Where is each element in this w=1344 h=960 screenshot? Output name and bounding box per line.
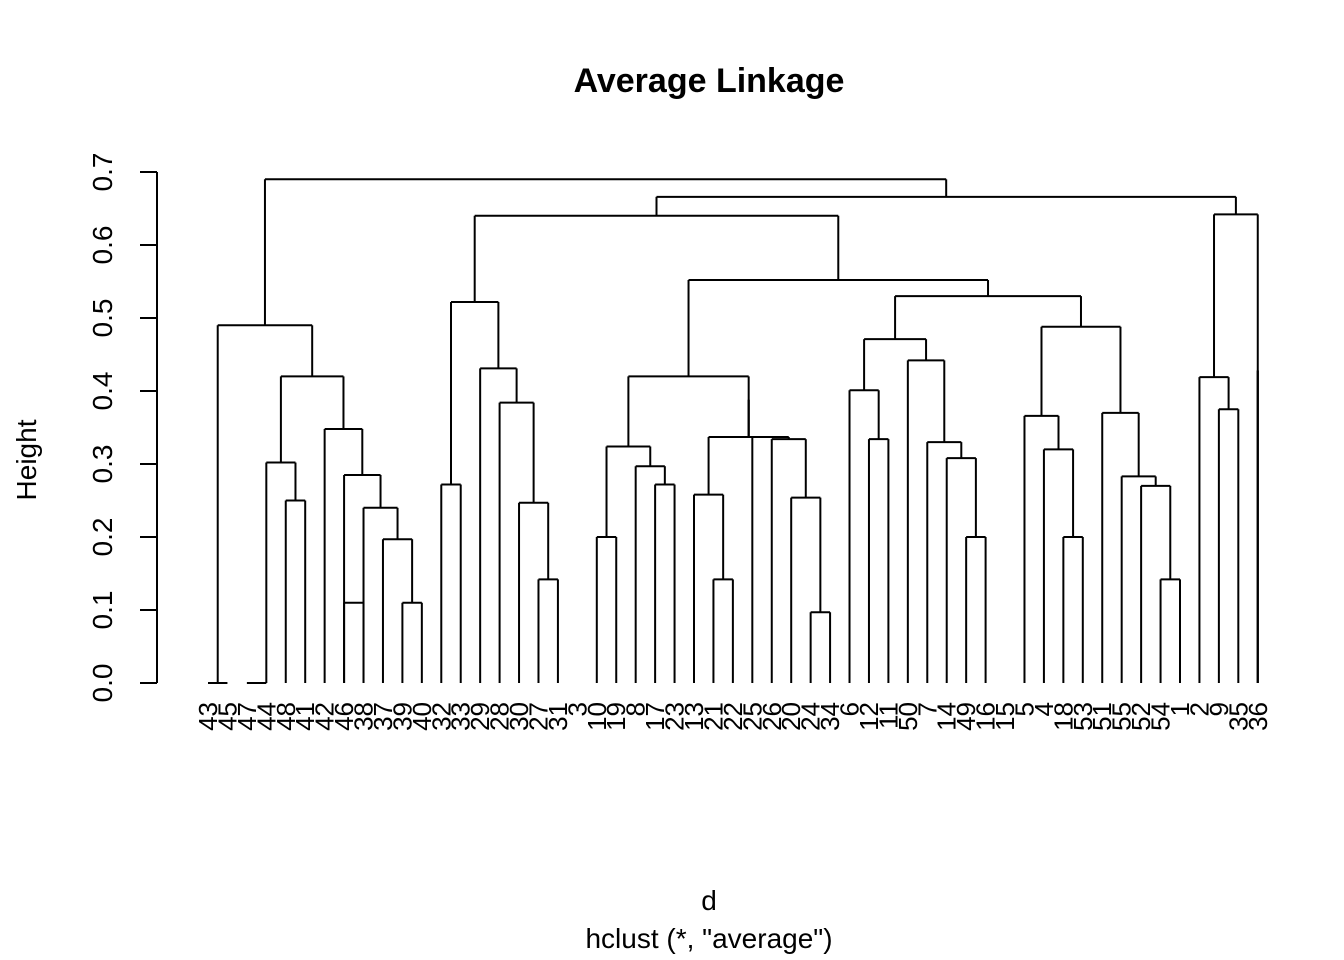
- leaf-label: 25: [737, 702, 767, 731]
- leaf-label: 10: [582, 702, 612, 731]
- leaf-label: 16: [971, 702, 1001, 731]
- y-tick-label: 0.5: [87, 299, 118, 338]
- leaf-label: 46: [329, 702, 359, 731]
- leaf-label: 2: [1184, 702, 1214, 716]
- dendrogram-branches: [208, 178, 1259, 684]
- y-tick-label: 0.7: [87, 153, 118, 192]
- leaf-label: 26: [757, 702, 787, 731]
- leaf-label: 15: [990, 702, 1020, 731]
- leaf-label: 55: [1107, 702, 1137, 731]
- leaf-label: 41: [290, 702, 320, 731]
- leaf-label: 7: [912, 702, 942, 716]
- leaf-label: 54: [1146, 702, 1176, 731]
- leaf-label: 32: [426, 702, 456, 731]
- leaf-label: 11: [873, 702, 903, 729]
- leaf-label: 22: [718, 702, 748, 731]
- leaf-label: 1: [1165, 702, 1195, 716]
- leaf-label: 20: [776, 702, 806, 731]
- y-axis: 0.0 0.1 0.2 0.3 0.4 0.5 0.6 0.7: [87, 153, 158, 703]
- y-tick-label: 0.1: [87, 591, 118, 630]
- y-tick-label: 0.0: [87, 664, 118, 703]
- leaf-label: 44: [251, 702, 281, 731]
- leaf-label: 17: [640, 702, 670, 731]
- leaf-label: 21: [698, 702, 728, 731]
- leaf-label: 53: [1068, 702, 1098, 731]
- leaf-label: 5: [1009, 702, 1039, 716]
- leaf-label: 27: [523, 702, 553, 731]
- leaf-label: 14: [932, 702, 962, 731]
- leaf-label: 51: [1087, 702, 1117, 731]
- y-axis-label: Height: [11, 419, 42, 500]
- leaf-label: 28: [485, 702, 515, 731]
- leaf-label: 40: [407, 702, 437, 731]
- chart-title: Average Linkage: [574, 62, 845, 100]
- y-tick-label: 0.3: [87, 445, 118, 484]
- leaf-labels: 4345474448414246383739403233292830273131…: [193, 702, 1273, 731]
- y-tick-label: 0.6: [87, 226, 118, 265]
- leaf-label: 19: [601, 702, 631, 731]
- leaf-label: 9: [1204, 702, 1234, 716]
- leaf-label: 38: [349, 702, 379, 731]
- y-tick-label: 0.4: [87, 372, 118, 411]
- leaf-label: 42: [310, 702, 340, 731]
- leaf-label: 8: [621, 702, 651, 716]
- leaf-label: 30: [504, 702, 534, 731]
- leaf-label: 33: [446, 702, 476, 731]
- leaf-label: 45: [212, 702, 242, 731]
- leaf-label: 35: [1223, 702, 1253, 731]
- leaf-label: 48: [271, 702, 301, 731]
- leaf-label: 36: [1243, 702, 1273, 731]
- leaf-label: 52: [1126, 702, 1156, 731]
- leaf-label: 3: [562, 702, 592, 716]
- leaf-label: 24: [796, 702, 826, 731]
- leaf-label: 34: [815, 702, 845, 731]
- leaf-label: 39: [387, 702, 417, 731]
- leaf-label: 4: [1029, 702, 1059, 716]
- leaf-label: 50: [893, 702, 923, 731]
- leaf-label: 47: [232, 702, 262, 731]
- x-axis-label: d: [701, 885, 717, 916]
- leaf-label: 43: [193, 702, 223, 731]
- leaf-label: 23: [660, 702, 690, 731]
- leaf-label: 29: [465, 702, 495, 731]
- leaf-label: 49: [951, 702, 981, 731]
- leaf-label: 31: [543, 702, 573, 731]
- leaf-label: 13: [679, 702, 709, 731]
- leaf-label: 18: [1048, 702, 1078, 731]
- leaf-label: 6: [835, 702, 865, 716]
- x-axis-sublabel: hclust (*, "average"): [585, 923, 832, 954]
- leaf-label: 37: [368, 702, 398, 731]
- leaf-label: 12: [854, 702, 884, 731]
- y-tick-label: 0.2: [87, 518, 118, 557]
